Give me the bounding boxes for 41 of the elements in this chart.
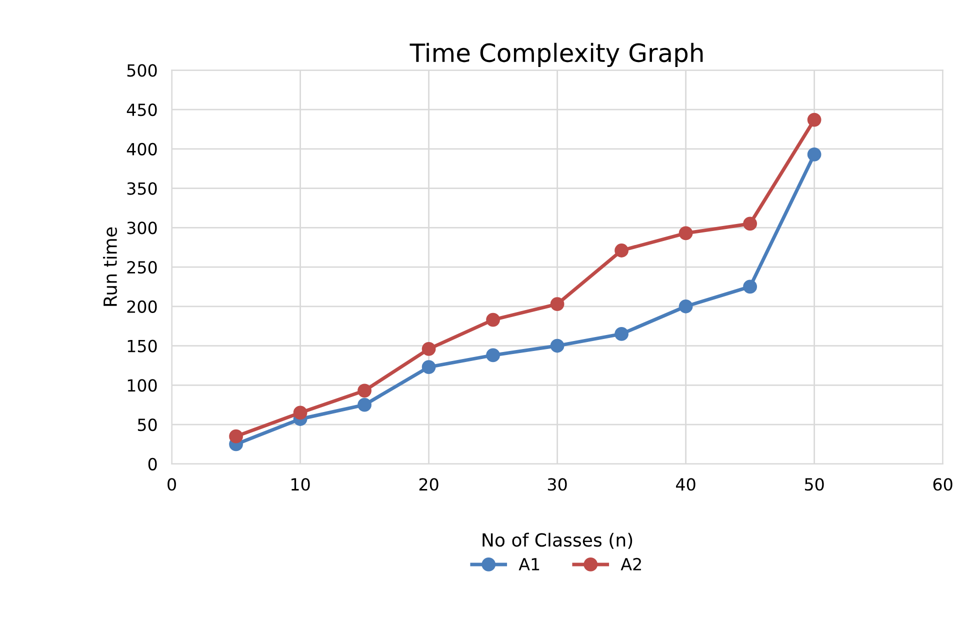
y-tick-label: 350	[127, 182, 157, 195]
y-axis-title: Run time	[103, 227, 118, 306]
x-tick-label: 40	[676, 478, 696, 491]
legend-label: A2	[620, 558, 641, 570]
point	[229, 429, 243, 444]
x-tick-label: 30	[548, 478, 567, 491]
y-tick-label: 50	[138, 418, 157, 432]
point	[358, 398, 372, 412]
y-tick-label: 400	[126, 142, 157, 156]
point	[743, 216, 757, 231]
point	[422, 342, 436, 356]
x-tick-label: 0	[168, 478, 176, 491]
point	[743, 280, 757, 294]
x-tick-label: 20	[419, 478, 438, 491]
y-tick-label: 150	[128, 340, 157, 352]
y-tick-label: 300	[127, 222, 157, 234]
point	[807, 112, 822, 127]
y-tick-label: 100	[128, 379, 157, 392]
point	[422, 360, 436, 374]
x-tick-label: 60	[933, 478, 952, 491]
point	[293, 406, 308, 420]
x-tick-label: 10	[292, 478, 310, 491]
chart-title: Time Complexity Graph	[410, 42, 703, 68]
y-tick-label: 450	[126, 104, 157, 116]
y-tick-label: 0	[148, 458, 157, 470]
x-axis-title: No of Classes (n)	[482, 532, 632, 549]
x-tick-label: 50	[804, 478, 824, 491]
point	[678, 299, 693, 314]
y-tick-label: 200	[127, 300, 157, 313]
y-tick-label: 250	[127, 260, 157, 274]
point	[358, 384, 372, 398]
y-tick-label: 500	[127, 64, 157, 77]
point	[550, 338, 564, 353]
point	[614, 244, 628, 258]
point	[614, 327, 628, 341]
point	[807, 147, 822, 162]
legend-label: A1	[518, 558, 540, 570]
point	[486, 312, 500, 327]
point	[486, 348, 500, 362]
point	[550, 297, 564, 311]
point	[678, 226, 693, 240]
